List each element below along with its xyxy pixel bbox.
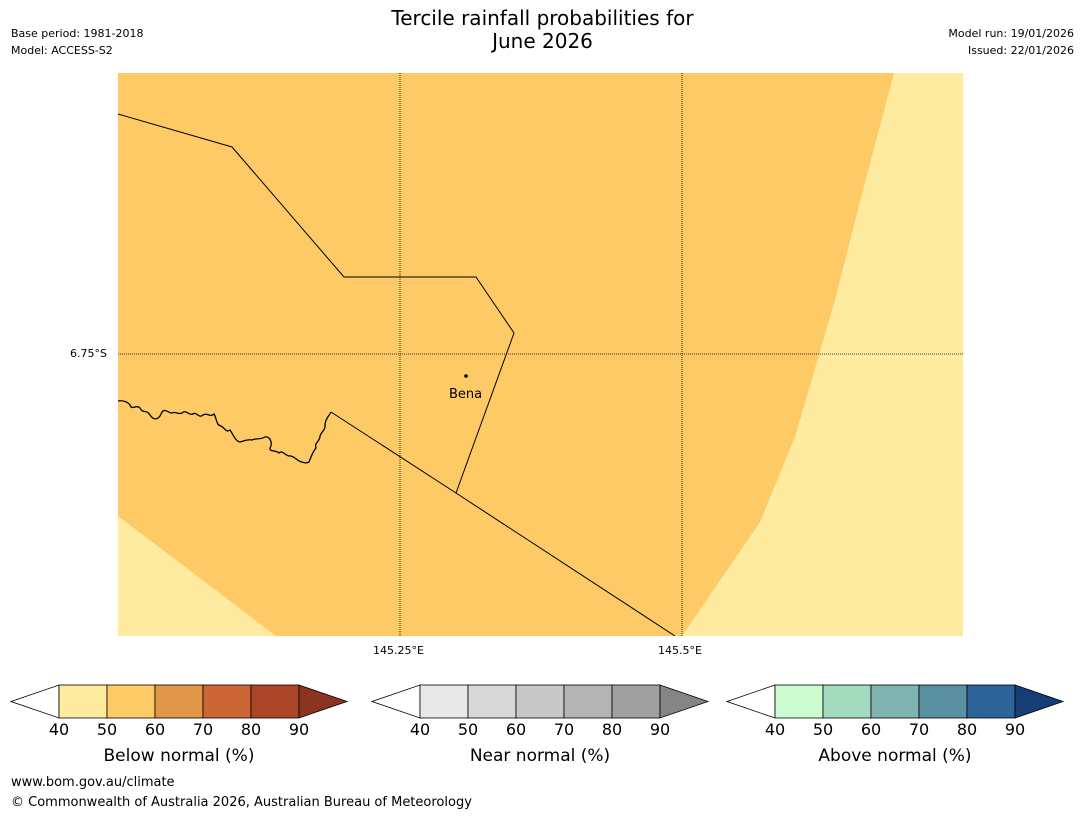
colorbar-near-segment-60-70 <box>515 684 565 719</box>
colorbar-near-segment-40-50 <box>419 684 469 719</box>
base-period-text: Base period: 1981-2018 <box>11 27 144 40</box>
copyright-text: © Commonwealth of Australia 2026, Austra… <box>11 795 472 810</box>
colorbar-above-tick: 50 <box>812 720 834 739</box>
colorbar-near-segment-70-80 <box>563 684 613 719</box>
colorbar-below-tick: 70 <box>192 720 214 739</box>
colorbar-near-title: Near normal (%) <box>469 746 611 766</box>
colorbar-below-tick: 60 <box>144 720 166 739</box>
colorbar-near-tick: 80 <box>601 720 623 739</box>
longitude-label-145-5: 145.5°E <box>658 644 702 657</box>
colorbar-above-segment-80-90 <box>966 684 1016 719</box>
colorbar-above-normal-scale <box>726 684 1065 719</box>
title-line-1: Tercile rainfall probabilities for <box>391 6 694 30</box>
colorbar-below-tick: 40 <box>48 720 70 739</box>
colorbar-below-normal-scale <box>10 684 349 719</box>
colorbar-near-tick: 70 <box>553 720 575 739</box>
colorbar-above-segment-under <box>726 684 776 719</box>
title-line-2: June 2026 <box>492 29 593 53</box>
colorbar-below-normal: 40 50 60 70 80 90 Below normal (%) <box>10 680 350 790</box>
place-label-bena: Bena <box>449 387 483 402</box>
colorbar-near-tick: 40 <box>409 720 431 739</box>
colorbar-below-segment-over <box>298 684 349 719</box>
run-info: Model run: 19/01/2026 Issued: 22/01/2026 <box>948 25 1074 59</box>
colorbar-above-title: Above normal (%) <box>818 746 972 766</box>
colorbar-below-segment-50-60 <box>106 684 156 719</box>
colorbar-near-segment-over <box>659 684 710 719</box>
colorbar-below-segment-60-70 <box>154 684 204 719</box>
colorbar-above-tick: 40 <box>764 720 786 739</box>
website-link[interactable]: www.bom.gov.au/climate <box>11 775 175 790</box>
colorbar-near-normal-scale <box>371 684 710 719</box>
model-run-text: Model run: 19/01/2026 <box>948 27 1074 40</box>
colorbar-above-normal: 40 50 60 70 80 90 Above normal (%) <box>726 680 1066 790</box>
probability-40-50-area-southwest <box>118 516 276 636</box>
colorbar-near-tick: 50 <box>457 720 479 739</box>
colorbar-below-tick: 50 <box>96 720 118 739</box>
colorbar-above-segment-70-80 <box>918 684 968 719</box>
latitude-label: 6.75°S <box>70 347 107 360</box>
colorbar-above-segment-50-60 <box>822 684 872 719</box>
probability-40-50-area-east <box>682 73 963 636</box>
colorbar-near-segment-under <box>371 684 421 719</box>
longitude-label-145-25: 145.25°E <box>373 644 424 657</box>
colorbar-above-segment-over <box>1014 684 1065 719</box>
colorbar-below-segment-under <box>10 684 60 719</box>
model-info: Base period: 1981-2018 Model: ACCESS-S2 <box>11 25 143 59</box>
colorbar-below-segment-70-80 <box>202 684 252 719</box>
map-title: Tercile rainfall probabilities for June … <box>0 7 1085 53</box>
model-name-text: Model: ACCESS-S2 <box>11 44 113 57</box>
colorbar-above-segment-60-70 <box>870 684 920 719</box>
colorbar-above-segment-40-50 <box>774 684 824 719</box>
colorbar-near-segment-50-60 <box>467 684 517 719</box>
colorbar-below-tick: 80 <box>240 720 262 739</box>
colorbar-below-title: Below normal (%) <box>103 746 255 766</box>
colorbar-near-tick: 90 <box>649 720 671 739</box>
province-boundary-south <box>330 411 676 636</box>
province-boundary-north <box>118 113 515 494</box>
colorbar-below-segment-40-50 <box>58 684 108 719</box>
colorbar-near-tick: 60 <box>505 720 527 739</box>
colorbar-near-normal: 40 50 60 70 80 90 Near normal (%) <box>371 680 711 790</box>
colorbar-above-tick: 70 <box>908 720 930 739</box>
colorbar-above-tick: 80 <box>956 720 978 739</box>
colorbar-near-segment-80-90 <box>611 684 661 719</box>
bena-location-marker[interactable] <box>464 374 468 378</box>
colorbar-below-segment-80-90 <box>250 684 300 719</box>
coastline <box>118 400 332 464</box>
colorbar-above-tick: 90 <box>1004 720 1026 739</box>
issued-text: Issued: 22/01/2026 <box>967 44 1074 57</box>
colorbar-below-tick: 90 <box>288 720 310 739</box>
colorbar-above-tick: 60 <box>860 720 882 739</box>
